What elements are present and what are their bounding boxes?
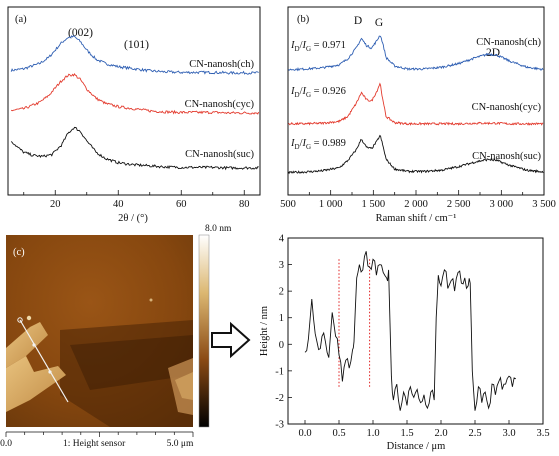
- arrow-icon: [211, 321, 251, 359]
- a-xtick-label: 60: [176, 199, 187, 210]
- profile-xtick-label: 2.0: [434, 428, 447, 439]
- afm-nanosheet-upper: [6, 322, 48, 368]
- raman-series-line-2: [288, 134, 544, 175]
- afm-nanosheet-lower: [6, 356, 66, 412]
- profile-ytick-label: 4: [279, 234, 285, 245]
- afm-dark-region: [60, 320, 193, 427]
- panel-c: (c) 8.0 nm 0.0 1: Height sensor 5.0 μm: [0, 224, 232, 449]
- panel-b-xlabel: Raman shift / cm⁻¹: [376, 213, 457, 224]
- afm-profile-line: [19, 319, 69, 403]
- profile-xtick-label: 1.0: [366, 428, 379, 439]
- afm-particle: [26, 315, 32, 321]
- ratio-value-ch: 0.971: [322, 40, 346, 51]
- ratio-value-suc: 0.989: [322, 138, 346, 149]
- ratio-value-cyc: 0.926: [322, 86, 346, 97]
- profile-ytick-label: 3: [279, 260, 284, 271]
- b-xtick-label: 1 500: [362, 199, 386, 210]
- panel-c-letter: (c): [13, 247, 25, 258]
- profile-ytick-label: -1: [275, 366, 284, 377]
- b-xtick-label: 1 000: [319, 199, 343, 210]
- profile-xtick-label: 0.0: [298, 428, 311, 439]
- afm-profile-start-marker: [17, 317, 23, 323]
- afm-nanosheet-right-inner: [175, 372, 193, 400]
- ratio-label-cyc: ID/IG = 0.926: [290, 86, 346, 99]
- panel-b-letter: (b): [297, 14, 310, 25]
- b-xtick-label: 3 000: [490, 199, 514, 210]
- profile-ylabel: Height / nm: [259, 306, 270, 356]
- profile-ytick-label: 1: [279, 313, 284, 324]
- panel-a-letter: (a): [15, 14, 27, 25]
- b-xtick-label: 500: [280, 199, 296, 210]
- afm-dark-band: [70, 335, 193, 390]
- panel-b: (b) D G 2D ID/IG = 0.971 ID/IG = 0.926 I…: [280, 6, 556, 224]
- b-xtick-label: 2 000: [404, 199, 428, 210]
- svg-text:ID/IG = 0.989: ID/IG = 0.989: [290, 138, 346, 151]
- profile-xlabel: Distance / μm: [387, 441, 446, 452]
- panel-a: (a) (002) (101) CN-nanosh(ch) CN-nanosh(…: [7, 6, 261, 224]
- band-label-2d: 2D: [486, 47, 500, 59]
- colorbar-max-label: 8.0 nm: [205, 224, 232, 234]
- afm-marker-b: [48, 370, 52, 374]
- afm-particle-2: [149, 298, 153, 302]
- profile-xtick-label: 3.5: [536, 428, 549, 439]
- scale-max-label: 5.0 μm: [167, 439, 194, 449]
- panel-a-frame: [7, 6, 261, 196]
- afm-marker-a: [32, 343, 36, 347]
- band-label-d: D: [354, 15, 362, 27]
- panel-a-xlabel: 2θ / (°): [118, 213, 148, 224]
- b-xtick-label: 3 500: [532, 199, 556, 210]
- profile-ytick-label: -2: [275, 393, 284, 404]
- afm-colorbar: [198, 234, 210, 428]
- series-label-a-suc: CN-nanosh(suc): [185, 149, 254, 160]
- scale-caption: 1: Height sensor: [63, 439, 126, 449]
- profile-series-line: [304, 251, 517, 411]
- profile-xtick-label: 1.5: [400, 428, 413, 439]
- panel-profile: 0.0 0.5 1.0 1.5 2.0 2.5 3.0 3.5 -3 -2 -1 0 1 2 3 4 Dist…: [259, 234, 550, 453]
- scale-min-label: 0.0: [0, 439, 12, 449]
- series-label-a-ch: CN-nanosh(ch): [189, 59, 254, 70]
- ratio-label-ch: ID/IG = 0.971: [290, 40, 346, 53]
- band-label-g: G: [375, 17, 383, 29]
- xrd-series-line-1: [10, 73, 260, 115]
- a-xtick-label: 40: [113, 199, 124, 210]
- a-xtick-label: 80: [239, 199, 250, 210]
- raman-series-line-0: [288, 35, 544, 72]
- series-label-b-ch: CN-nanosh(ch): [476, 37, 541, 48]
- a-xtick-label: 20: [50, 199, 61, 210]
- b-xtick-label: 2 500: [447, 199, 471, 210]
- peak-label-002: (002): [68, 27, 93, 39]
- raman-series-line-1: [288, 82, 544, 126]
- svg-text:ID/IG = 0.971: ID/IG = 0.971: [290, 40, 346, 53]
- profile-ytick-label: 0: [279, 340, 284, 351]
- profile-xtick-label: 2.5: [468, 428, 481, 439]
- profile-frame: [287, 237, 544, 425]
- svg-text:ID/IG = 0.926: ID/IG = 0.926: [290, 86, 346, 99]
- profile-ytick-label: -3: [275, 420, 284, 431]
- xrd-series-line-0: [10, 35, 259, 75]
- ratio-label-suc: ID/IG = 0.989: [290, 138, 346, 151]
- peak-label-101: (101): [124, 39, 149, 51]
- series-label-a-cyc: CN-nanosh(cyc): [185, 99, 255, 110]
- profile-ytick-label: 2: [279, 287, 284, 298]
- panel-b-frame: [287, 6, 545, 196]
- series-label-b-suc: CN-nanosh(suc): [472, 151, 541, 162]
- series-label-b-cyc: CN-nanosh(cyc): [472, 102, 542, 113]
- xrd-series-line-2: [10, 126, 259, 171]
- profile-xtick-label: 0.5: [332, 428, 345, 439]
- profile-xtick-label: 3.0: [502, 428, 515, 439]
